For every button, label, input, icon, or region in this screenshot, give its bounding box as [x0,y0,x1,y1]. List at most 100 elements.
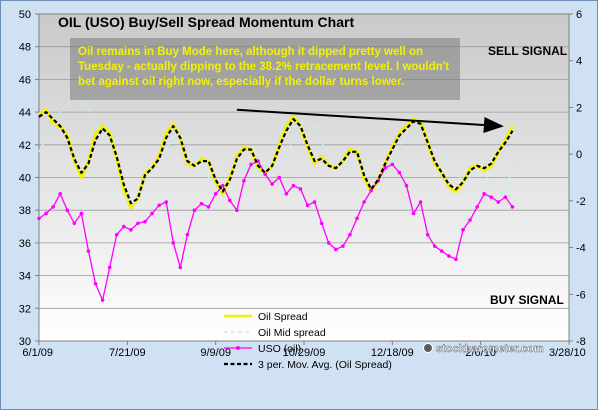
uso-point [150,211,154,216]
uso-point [510,205,515,209]
uso-point [326,241,331,245]
uso-point [171,241,176,245]
series-oil-mid-spread [38,97,517,204]
uso-point [107,265,112,270]
uso-point [411,211,416,216]
uso-point [284,192,289,196]
y-left-tick-label: 44 [19,107,31,119]
y-right-tick-label: -8 [576,336,586,348]
uso-point [475,205,479,209]
uso-point [348,232,352,237]
y-left-tick-label: 34 [19,271,31,283]
uso-point [468,218,472,222]
buy-signal-label: BUY SIGNAL [490,293,564,307]
uso-point [334,247,338,252]
uso-point [129,228,133,232]
uso-point [178,265,183,270]
uso-point [235,208,239,212]
uso-point [93,281,98,286]
uso-point [461,228,465,232]
uso-point [425,232,430,237]
uso-point [206,205,211,209]
y-right-tick-label: 0 [576,149,582,161]
y-right-tick-label: -2 [576,196,586,208]
y-left-tick-label: 42 [19,140,31,152]
x-tick-label: 10/29/09 [283,347,326,359]
uso-point [390,162,395,167]
uso-point [86,249,91,253]
watermark-text: stockbarometer.com [436,343,544,355]
uso-point [79,211,84,216]
watermark: stockbarometer.com [423,343,544,355]
uso-point [319,221,324,226]
x-tick-label: 9/9/09 [200,347,231,359]
x-tick-label: 6/1/09 [22,347,53,359]
uso-point [100,298,105,302]
uso-point [192,208,197,212]
watermark-logo [423,343,433,353]
trend-arrow [236,108,504,133]
uso-point [432,244,437,248]
y-left-tick-label: 50 [19,9,31,21]
uso-point [37,216,41,221]
uso-point [270,182,275,186]
uso-point [122,224,126,229]
annotation-line-3: bet against oil right now, especially if… [78,76,404,88]
uso-point [65,208,70,212]
series-layer [37,97,517,302]
series-3-per-mov-avg-oil-spread [38,110,514,205]
sell-signal-label: SELL SIGNAL [488,44,567,58]
uso-point [397,170,402,175]
legend: Oil Spread Oil Mid spread USO (oil) 3 per. … [224,311,392,371]
legend-label: Oil Spread [258,311,308,323]
uso-point [51,205,55,209]
uso-point [404,183,409,188]
x-tick-label: 7/21/09 [109,347,146,359]
x-tick-label: 2/6/10 [465,347,496,359]
uso-point [164,200,168,204]
annotation-line-1: Oil remains in Buy Mode here, although i… [78,46,423,58]
legend-marker-2 [236,346,240,350]
uso-point [277,175,282,180]
uso-point [72,221,77,226]
y-right-tick-label: 2 [576,102,582,114]
uso-point [341,244,345,248]
y-left-tick-label: 36 [19,238,31,250]
y-right-tick-label: 4 [576,56,582,68]
uso-point [440,249,444,253]
uso-point [447,254,451,258]
uso-point [228,198,232,203]
y-left-tick-label: 46 [19,74,31,86]
uso-point [496,200,501,204]
uso-point [263,172,267,177]
uso-point [44,211,48,216]
uso-point [249,162,253,167]
uso-point [298,187,303,191]
uso-point [58,192,62,196]
legend-label: USO (oil) [258,343,301,355]
uso-point [355,216,359,221]
uso-point [482,192,487,196]
y-left-tick-label: 38 [19,205,31,217]
uso-point [369,188,373,193]
uso-point [157,203,161,208]
y-right-tick-label: -6 [576,289,586,301]
y-left-tick-label: 40 [19,173,31,185]
y-right-tick-label: 6 [576,9,582,21]
legend-label: Oil Mid spread [258,327,326,339]
uso-point [312,200,317,204]
y-left-tick-label: 48 [19,42,31,54]
y-left-tick-label: 32 [19,303,31,315]
uso-point [199,201,204,206]
annotation-line-2: Tuesday - actually dipping to the 38.2% … [78,61,449,73]
uso-point [242,178,246,183]
uso-point [489,195,494,199]
x-tick-label: 3/28/10 [549,347,586,359]
uso-point [114,232,119,237]
annotation-box [70,38,460,100]
y-right-tick-label: -4 [576,243,586,255]
legend-label: 3 per. Mov. Avg. (Oil Spread) [258,359,392,371]
uso-point [383,165,388,170]
